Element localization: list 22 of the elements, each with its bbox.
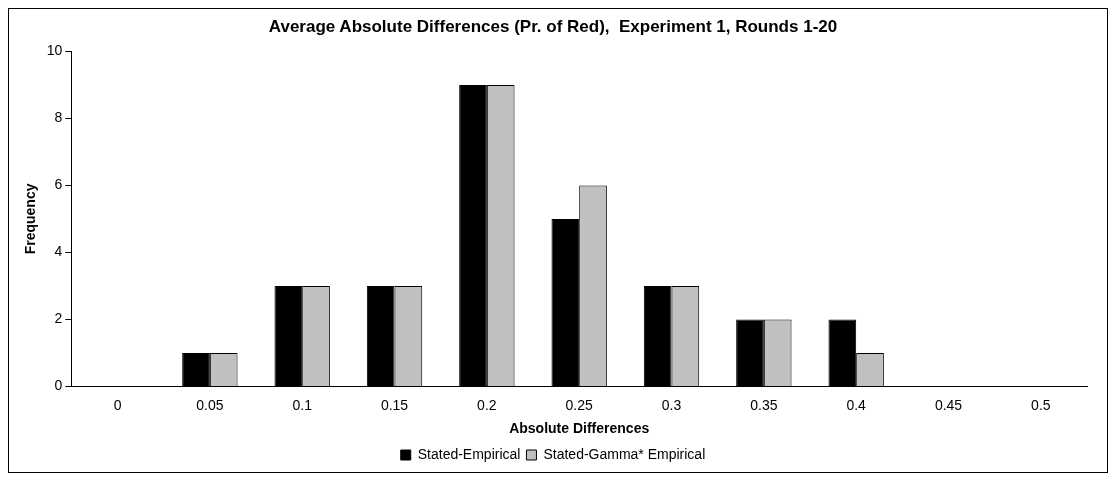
x-tick-label: 0 xyxy=(113,396,122,413)
y-tick-label: 0 xyxy=(54,377,63,394)
x-tick-label: 0.05 xyxy=(196,396,224,413)
legend-label: Stated-Empirical xyxy=(417,445,521,462)
x-tick-label: 0.4 xyxy=(846,396,867,413)
y-tick-label: 10 xyxy=(46,42,63,59)
y-tick-label: 2 xyxy=(54,310,63,327)
x-tick-label: 0.1 xyxy=(292,396,313,413)
x-tick-label: 0.15 xyxy=(380,396,409,413)
x-tick-label: 0.3 xyxy=(661,396,682,413)
x-axis-title: Absolute Differences xyxy=(509,420,650,437)
y-axis-title: Frequency xyxy=(22,183,39,255)
chart-title: Average Absolute Differences (Pr. of Red), Experiment 1, Rounds 1-20 xyxy=(268,16,838,36)
x-tick-label: 0.35 xyxy=(750,396,778,413)
x-tick-label: 0.2 xyxy=(477,396,497,413)
x-tick-label: 0.25 xyxy=(565,396,594,413)
x-tick-label: 0.45 xyxy=(934,396,963,413)
y-tick-label: 6 xyxy=(54,176,63,193)
legend-label: Stated-Gamma* Empirical xyxy=(543,445,706,462)
y-tick-label: 4 xyxy=(54,243,63,260)
x-tick-label: 0.5 xyxy=(1031,396,1051,413)
y-tick-label: 8 xyxy=(54,109,63,126)
